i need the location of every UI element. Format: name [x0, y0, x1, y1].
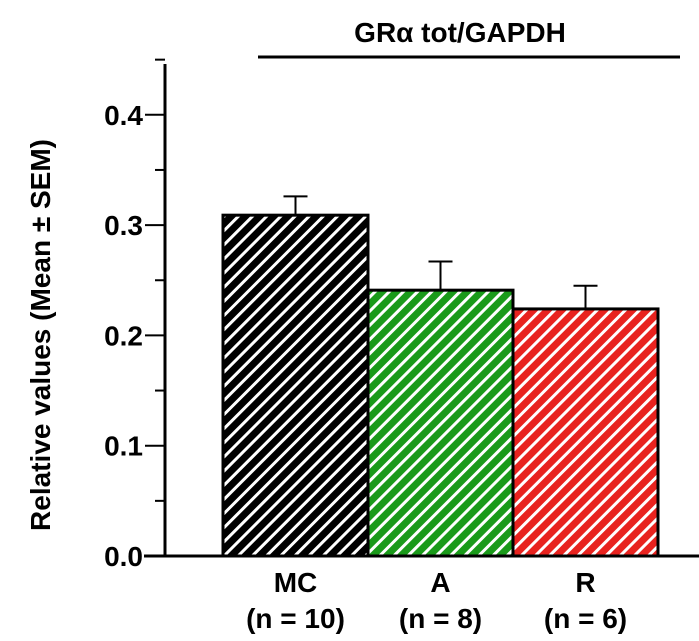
x-tick-labels: MC (n = 10) A (n = 8) R (n = 6) — [246, 567, 627, 634]
x-category-sublabel: (n = 8) — [399, 603, 482, 634]
x-category-sublabel: (n = 6) — [544, 603, 627, 634]
x-category-label: A — [430, 567, 450, 598]
y-tick-label: 0.4 — [104, 100, 143, 131]
x-category-label: MC — [274, 567, 318, 598]
chart-title: GRα tot/GAPDH — [354, 17, 566, 48]
bar-a — [366, 288, 515, 558]
bar-mc — [221, 213, 370, 558]
y-axis-label: Relative values (Mean ± SEM) — [25, 139, 56, 531]
y-tick-label: 0.3 — [104, 210, 143, 241]
y-tick-label: 0.1 — [104, 431, 143, 462]
y-tick-label: 0.2 — [104, 320, 143, 351]
error-bars — [283, 195, 598, 309]
x-category-sublabel: (n = 10) — [246, 603, 345, 634]
bars — [221, 213, 660, 558]
y-ticks: 0.0 0.1 0.2 0.3 0.4 — [104, 58, 165, 572]
y-tick-label: 0.0 — [104, 541, 143, 572]
x-category-label: R — [575, 567, 595, 598]
bar-r — [511, 307, 660, 558]
